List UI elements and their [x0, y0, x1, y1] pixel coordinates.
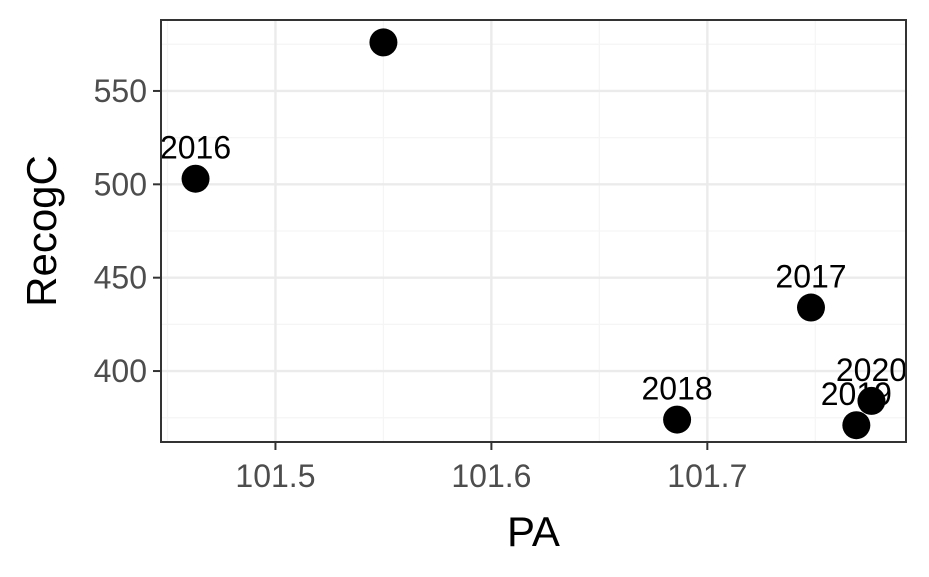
x-tick-label: 101.7	[667, 458, 747, 494]
y-tick-label: 400	[94, 353, 147, 389]
point-label: 2020	[836, 352, 907, 388]
data-point	[369, 28, 398, 57]
y-axis-title: RecogC	[18, 155, 65, 307]
data-point	[857, 386, 886, 415]
y-tick-label: 500	[94, 166, 147, 202]
tick-labels: 101.5 101.6 101.7 400 450 500 550	[94, 73, 748, 494]
point-label: 2016	[160, 130, 231, 166]
x-tick-label: 101.6	[451, 458, 531, 494]
point-label: 2017	[775, 259, 846, 295]
data-point	[663, 405, 692, 434]
axis-ticks	[153, 89, 709, 450]
data-point	[796, 293, 825, 322]
major-gridlines	[161, 20, 906, 442]
x-tick-label: 101.5	[235, 458, 315, 494]
point-label: 2019	[821, 376, 892, 412]
x-axis-title: PA	[507, 508, 560, 555]
data-point	[842, 411, 871, 440]
data-points	[181, 28, 886, 440]
y-tick-label: 450	[94, 260, 147, 296]
panel-border	[160, 19, 907, 443]
minor-gridlines	[161, 20, 906, 442]
point-label: 2018	[642, 371, 713, 407]
y-tick-label: 550	[94, 73, 147, 109]
data-point	[181, 164, 210, 193]
